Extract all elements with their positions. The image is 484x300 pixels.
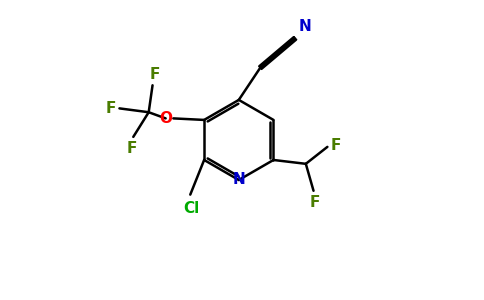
Text: F: F xyxy=(310,195,320,210)
Text: F: F xyxy=(127,142,137,157)
Text: F: F xyxy=(106,101,116,116)
Text: Cl: Cl xyxy=(184,201,200,216)
Text: F: F xyxy=(150,67,160,82)
Text: O: O xyxy=(159,111,172,126)
Text: N: N xyxy=(299,20,312,34)
Text: F: F xyxy=(331,138,341,153)
Text: N: N xyxy=(232,172,245,188)
